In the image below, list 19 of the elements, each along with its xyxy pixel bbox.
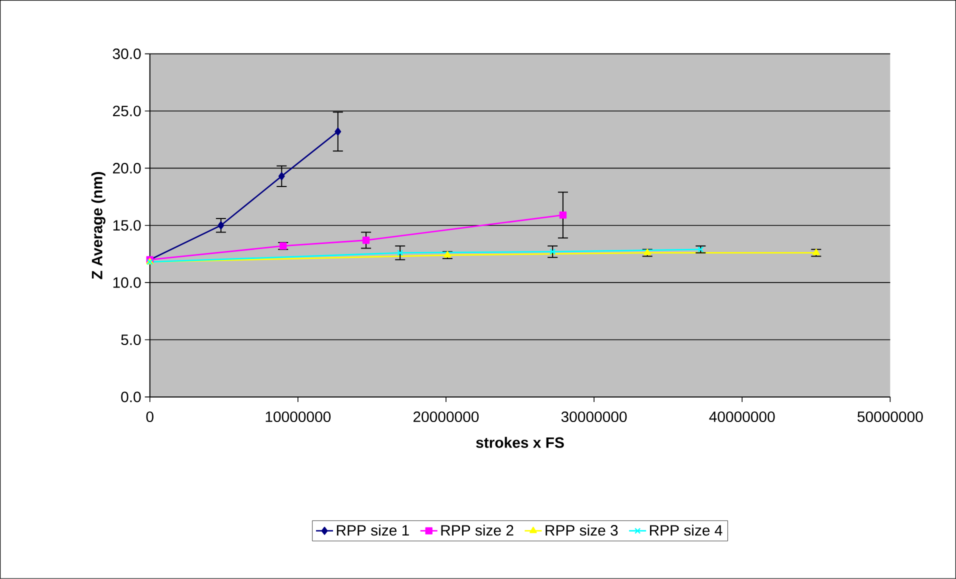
y-tick-label: 0.0 bbox=[121, 392, 141, 402]
legend-label: RPP size 1 bbox=[336, 524, 409, 536]
legend-label: RPP size 3 bbox=[546, 524, 618, 536]
y-tick-label: 20.0 bbox=[113, 162, 141, 174]
y-tick-label: 10.0 bbox=[113, 277, 141, 288]
y-tick-label: 5.0 bbox=[121, 334, 141, 346]
x-tick-label: 50000000 bbox=[858, 412, 923, 422]
x-tick-label: 30000000 bbox=[561, 412, 627, 422]
x-axis-title: strokes x FS bbox=[476, 436, 564, 448]
y-tick-label: 15.0 bbox=[113, 220, 141, 231]
x-tick-label: 20000000 bbox=[413, 412, 479, 422]
y-axis-title: Z Average (nm) bbox=[91, 172, 106, 280]
x-tick-label: 10000000 bbox=[266, 412, 331, 422]
legend-label: RPP size 2 bbox=[441, 524, 514, 536]
y-tick-label: 25.0 bbox=[113, 106, 141, 116]
x-tick-label: 40000000 bbox=[709, 412, 775, 422]
x-tick-label: 0 bbox=[146, 412, 154, 422]
y-tick-label: 30.0 bbox=[112, 48, 141, 60]
legend-label: RPP size 4 bbox=[650, 524, 722, 536]
